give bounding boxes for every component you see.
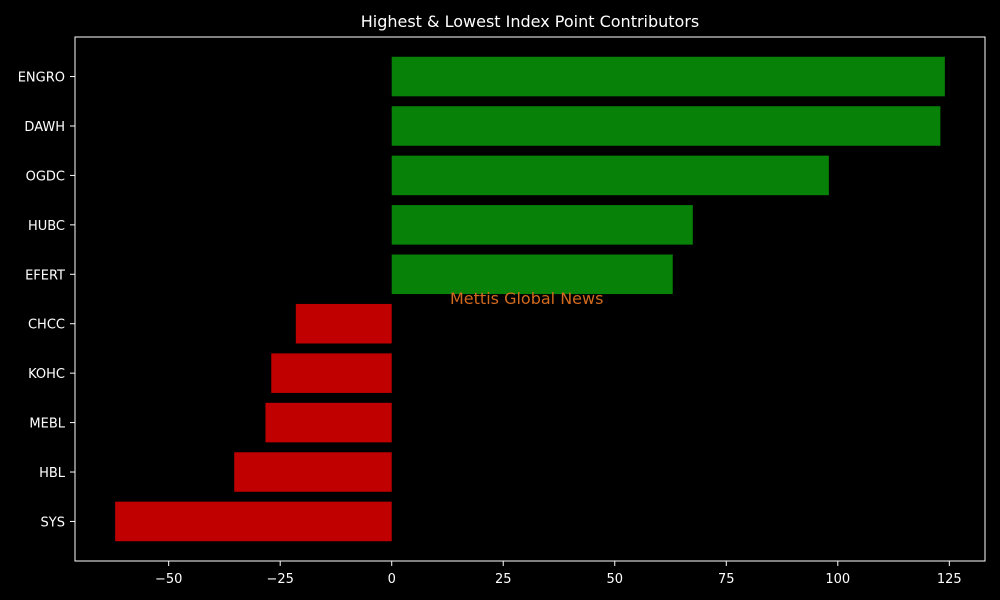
bars-layer [115,56,945,542]
x-tick-label: 125 [937,572,962,587]
x-tick-label: 50 [606,572,623,587]
y-tick-label-sys: SYS [41,515,65,530]
bar-hbl [234,452,392,492]
y-tick-label-dawh: DAWH [24,120,65,135]
y-tick-label-ogdc: OGDC [26,169,65,184]
plot-frame [74,36,986,562]
x-tick-label: 100 [825,572,850,587]
x-tick-label: −50 [155,572,182,587]
x-tick-label: 0 [388,572,396,587]
bar-hubc [391,205,693,245]
y-tick-label-kohc: KOHC [28,367,65,382]
bar-efert [391,254,673,295]
bar-chcc [295,303,392,344]
y-tick-label-engro: ENGRO [18,71,65,86]
bar-sys [115,501,392,542]
bar-ogdc [391,155,829,196]
watermark-annotation: Mettis Global News [450,289,603,308]
x-axis: −50 −25 0 25 50 75 100 125 [155,561,962,587]
bar-mebl [265,402,392,443]
x-tick-label: 75 [718,572,735,587]
bar-kohc [271,353,392,393]
x-tick-label: −25 [266,572,293,587]
chart-title: Highest & Lowest Index Point Contributor… [360,12,700,31]
y-tick-label-chcc: CHCC [28,318,65,333]
bar-engro [391,56,945,97]
y-tick-label-hubc: HUBC [28,219,65,234]
y-tick-label-efert: EFERT [25,268,65,283]
y-tick-label-mebl: MEBL [29,417,65,432]
bar-dawh [391,106,941,146]
y-axis: ENGRO DAWH OGDC HUBC EFERT CHCC KOHC MEBL HBL SYS [18,71,75,530]
y-tick-label-hbl: HBL [39,466,66,481]
x-tick-label: 25 [495,572,512,587]
